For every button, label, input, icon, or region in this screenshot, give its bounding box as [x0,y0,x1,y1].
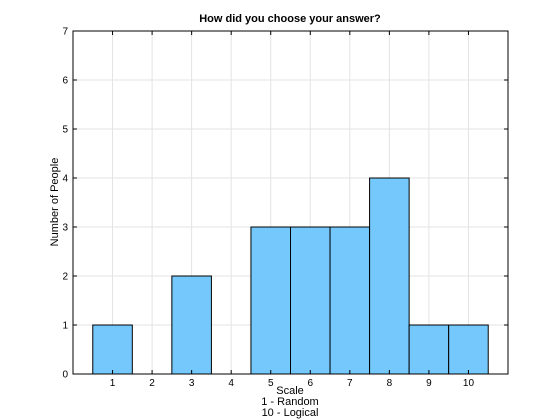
y-tick-label: 4 [62,174,68,185]
bar-6 [290,226,331,375]
bars [92,177,489,375]
x-tick-labels: 1 2 3 4 5 6 7 8 9 10 [110,378,475,389]
y-tick-label: 1 [62,321,68,332]
bar-10 [448,324,489,375]
x-tick-label: 2 [149,378,155,389]
y-tick-label: 0 [62,370,68,381]
x-tick-label: 9 [426,378,432,389]
x-axis-label-line-3: 10 - Logical [262,407,319,419]
x-tick-label: 7 [347,378,353,389]
y-tick-label: 3 [62,223,68,234]
x-axis-label-line-1: Scale [276,385,304,397]
x-tick-label: 8 [387,378,393,389]
x-tick-label: 1 [110,378,116,389]
x-tick-label: 5 [268,378,274,389]
y-axis-label: Number of People [49,158,61,247]
plot-frame [72,30,509,375]
y-tick-label: 5 [62,125,68,136]
x-tick-label: 3 [189,378,195,389]
x-tick-label: 10 [463,378,475,389]
chart-title: How did you choose your answer? [199,13,381,25]
x-axis-label-line-2: 1 - Random [261,396,318,408]
y-tick-label: 7 [62,27,68,38]
y-tick-labels: 0 1 2 3 4 5 6 7 [62,27,68,381]
y-tick-label: 2 [62,272,68,283]
bar-7 [329,226,371,375]
bar-8 [369,177,410,375]
x-tick-label: 4 [228,378,234,389]
bar-1 [92,324,133,375]
tick-marks [73,30,508,375]
bar-5 [250,226,291,375]
x-tick-label: 6 [307,378,313,389]
bar-9 [408,324,450,375]
bar-3 [171,275,212,375]
y-tick-label: 6 [62,76,68,87]
